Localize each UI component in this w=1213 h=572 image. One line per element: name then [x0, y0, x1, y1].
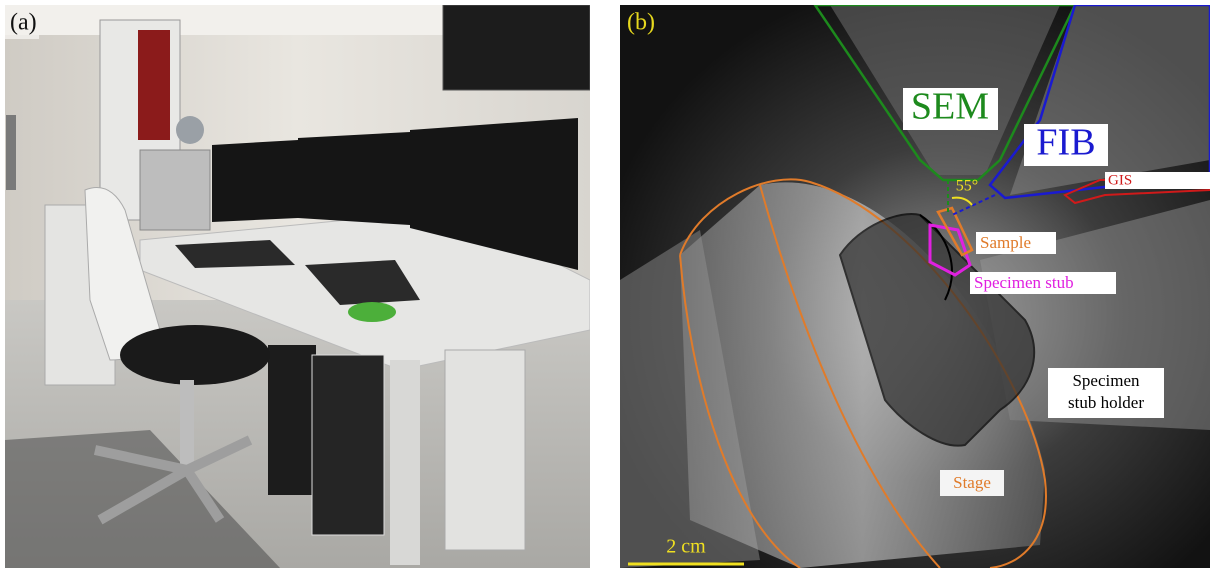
photo-lab — [5, 5, 590, 568]
pc-tower — [268, 345, 316, 495]
mouse — [348, 302, 396, 322]
door-frame — [6, 115, 16, 190]
stage-label: Stage — [953, 473, 991, 492]
sem-red-panel — [138, 30, 170, 140]
pc-tower — [312, 355, 384, 535]
angle-label: 55° — [956, 178, 978, 195]
detector — [176, 116, 204, 144]
equipment-box — [445, 350, 525, 550]
panel-label: (a) — [10, 10, 37, 36]
wall-monitor — [443, 5, 590, 90]
stub-label: Specimen stub — [974, 273, 1074, 292]
monitor — [298, 132, 410, 225]
chamber-image: SEM FIB GIS 55° Sample Specimen stub Spe… — [620, 5, 1210, 568]
sem-chamber — [140, 150, 210, 230]
fib-label: FIB — [1036, 122, 1095, 164]
holder-label: stub holder — [1068, 393, 1144, 412]
holder-label: Specimen — [1072, 371, 1140, 390]
monitor — [212, 140, 298, 222]
chair-post — [180, 380, 194, 470]
chair-seat — [120, 325, 270, 385]
sem-label: SEM — [911, 86, 989, 128]
figure: (a) SEM FIB GIS 55° Sample — [0, 0, 1213, 572]
panel-label: (b) — [627, 10, 655, 36]
scale-bar-label: 2 cm — [666, 536, 706, 558]
page: (a) SEM FIB GIS 55° Sample — [0, 0, 1213, 572]
gis-label: GIS — [1108, 172, 1132, 188]
desk-leg — [390, 360, 420, 565]
sample-label: Sample — [980, 233, 1031, 252]
